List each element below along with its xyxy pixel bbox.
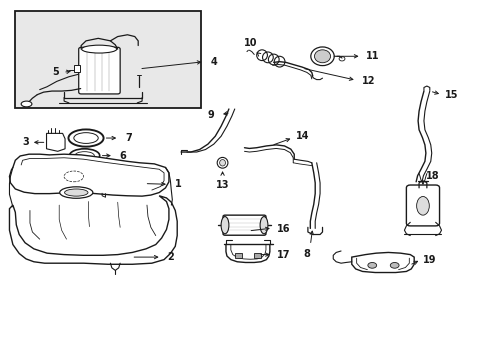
Ellipse shape [68,130,103,147]
Text: 8: 8 [303,249,310,259]
Text: 18: 18 [425,171,439,181]
Text: 12: 12 [361,76,374,86]
Polygon shape [9,196,177,264]
Ellipse shape [221,217,228,234]
FancyBboxPatch shape [223,215,265,235]
Ellipse shape [74,133,98,143]
Text: 13: 13 [215,180,229,190]
Text: 3: 3 [22,138,29,147]
Text: 17: 17 [276,250,289,260]
FancyBboxPatch shape [406,185,439,226]
Text: 4: 4 [210,57,217,67]
Text: 15: 15 [445,90,458,100]
Bar [254,253,261,258]
Bar [74,65,80,72]
Text: 9: 9 [207,111,214,121]
Ellipse shape [367,262,376,268]
Text: 6: 6 [120,150,126,161]
Text: 16: 16 [276,224,289,234]
Ellipse shape [416,197,428,215]
Polygon shape [351,252,413,273]
Polygon shape [46,134,65,151]
Text: 1: 1 [175,179,182,189]
Ellipse shape [310,47,333,66]
Text: 10: 10 [243,38,257,48]
Bar [234,253,241,258]
Ellipse shape [314,50,330,63]
Text: 19: 19 [422,255,436,265]
Ellipse shape [21,101,32,107]
Ellipse shape [260,217,267,234]
Ellipse shape [64,189,88,196]
Ellipse shape [81,45,117,53]
Text: 14: 14 [296,131,309,141]
Ellipse shape [60,187,93,198]
Ellipse shape [75,152,94,159]
Text: 2: 2 [167,252,174,262]
Ellipse shape [219,159,225,166]
Text: 11: 11 [366,51,379,61]
Ellipse shape [69,149,100,162]
Polygon shape [9,154,168,196]
Text: 5: 5 [52,67,59,77]
FancyBboxPatch shape [79,47,120,94]
Text: 7: 7 [125,133,131,143]
Ellipse shape [217,157,227,168]
Ellipse shape [389,262,398,268]
Bar [15,12,200,108]
